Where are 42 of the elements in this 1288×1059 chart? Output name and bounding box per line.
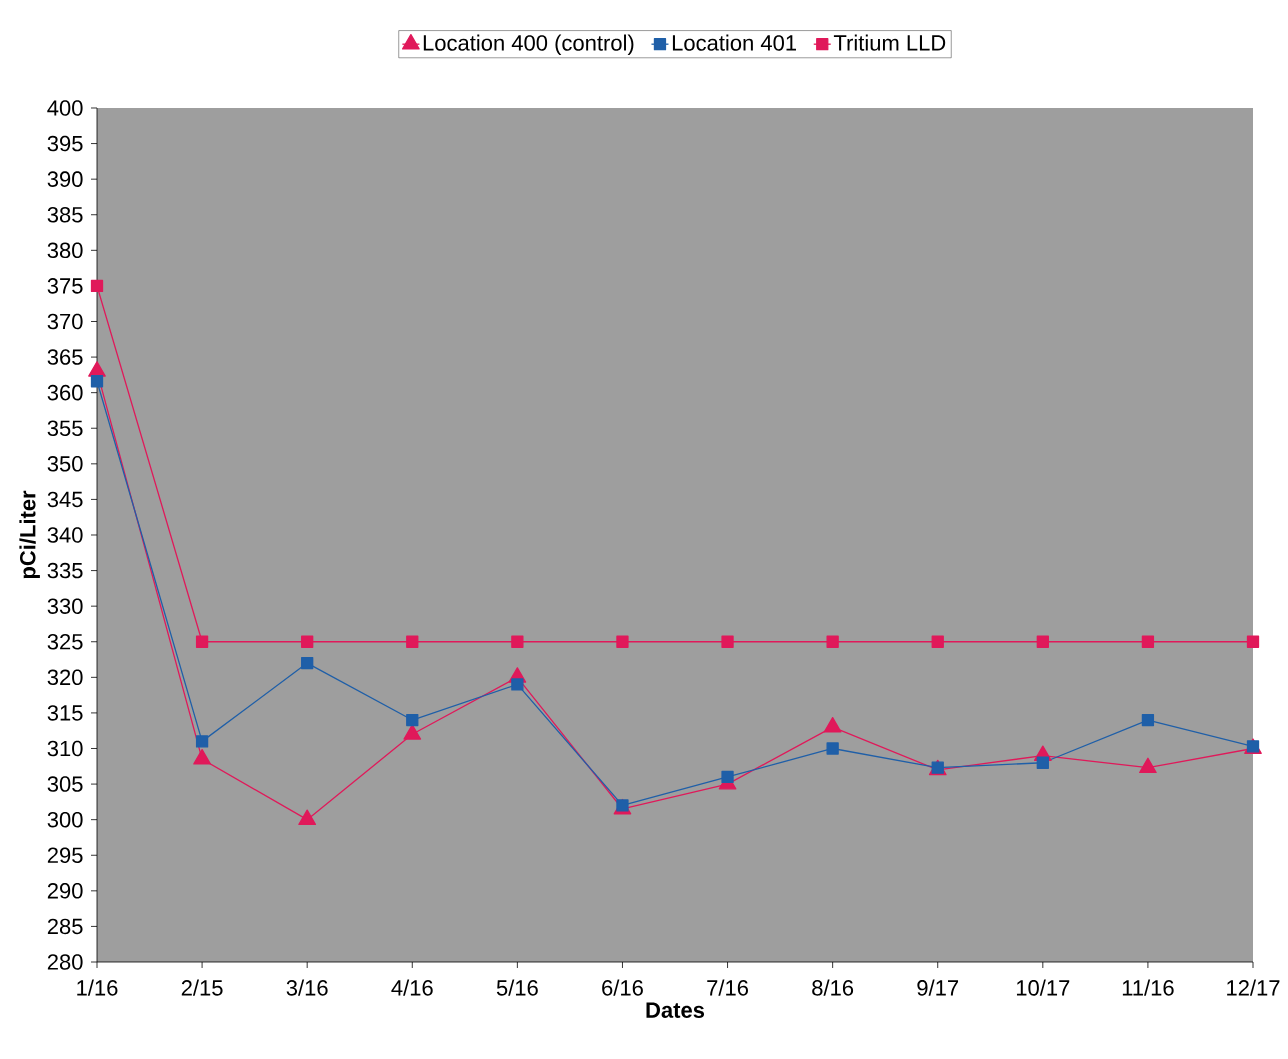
x-tick-label: 12/17 bbox=[1227, 979, 1280, 996]
y-tick-label: 380 bbox=[47, 242, 83, 259]
legend-label: Location 401 bbox=[672, 34, 796, 51]
y-tick-label: 280 bbox=[47, 954, 83, 970]
y-tick-label: 285 bbox=[47, 918, 83, 935]
y-tick-label: 335 bbox=[47, 562, 83, 579]
x-tick-label: 2/15 bbox=[181, 979, 223, 996]
x-tick-label: 7/16 bbox=[707, 979, 748, 996]
x-tick-label: 5/16 bbox=[496, 979, 538, 996]
y-tick-label: 385 bbox=[47, 206, 83, 223]
x-tick-label: 11/16 bbox=[1122, 979, 1174, 996]
y-tick-label: 355 bbox=[47, 420, 83, 437]
y-tick-label: 350 bbox=[47, 456, 83, 472]
y-tick-label: 390 bbox=[47, 171, 83, 187]
y-tick-label: 320 bbox=[47, 669, 83, 686]
y-tick-label: 370 bbox=[47, 313, 83, 330]
x-tick-label: 1/16 bbox=[77, 979, 118, 996]
y-tick-label: 400 bbox=[47, 100, 83, 116]
x-tick-label: 9/17 bbox=[917, 979, 959, 996]
y-tick-label: 375 bbox=[47, 278, 83, 294]
y-tick-label: 360 bbox=[47, 384, 83, 401]
y-tick-label: 330 bbox=[47, 598, 83, 614]
y-tick-label: 295 bbox=[47, 847, 83, 864]
x-tick-label: 10/17 bbox=[1016, 979, 1070, 996]
y-tick-label: 305 bbox=[47, 776, 83, 792]
y-tick-label: 340 bbox=[47, 527, 83, 543]
x-tick-label: 4/16 bbox=[391, 979, 433, 996]
y-tick-label: 395 bbox=[47, 135, 83, 152]
y-tick-label: 290 bbox=[47, 883, 83, 899]
y-tick-label: 365 bbox=[47, 349, 83, 365]
x-tick-label: 8/16 bbox=[812, 979, 854, 996]
y-tick-label: 300 bbox=[47, 811, 83, 828]
y-tick-label: 310 bbox=[47, 740, 83, 757]
legend-label: Location 400 (control) bbox=[423, 34, 634, 56]
x-axis-title: Dates bbox=[646, 1002, 705, 1018]
x-tick-label: 3/16 bbox=[286, 979, 328, 996]
y-tick-label: 315 bbox=[47, 705, 83, 721]
y-axis-title: pCi/Liter bbox=[19, 490, 40, 579]
y-tick-label: 325 bbox=[47, 633, 83, 650]
y-tick-label: 345 bbox=[47, 491, 83, 508]
legend-label: Tritium LLD bbox=[833, 34, 946, 51]
x-tick-label: 6/16 bbox=[602, 979, 643, 996]
